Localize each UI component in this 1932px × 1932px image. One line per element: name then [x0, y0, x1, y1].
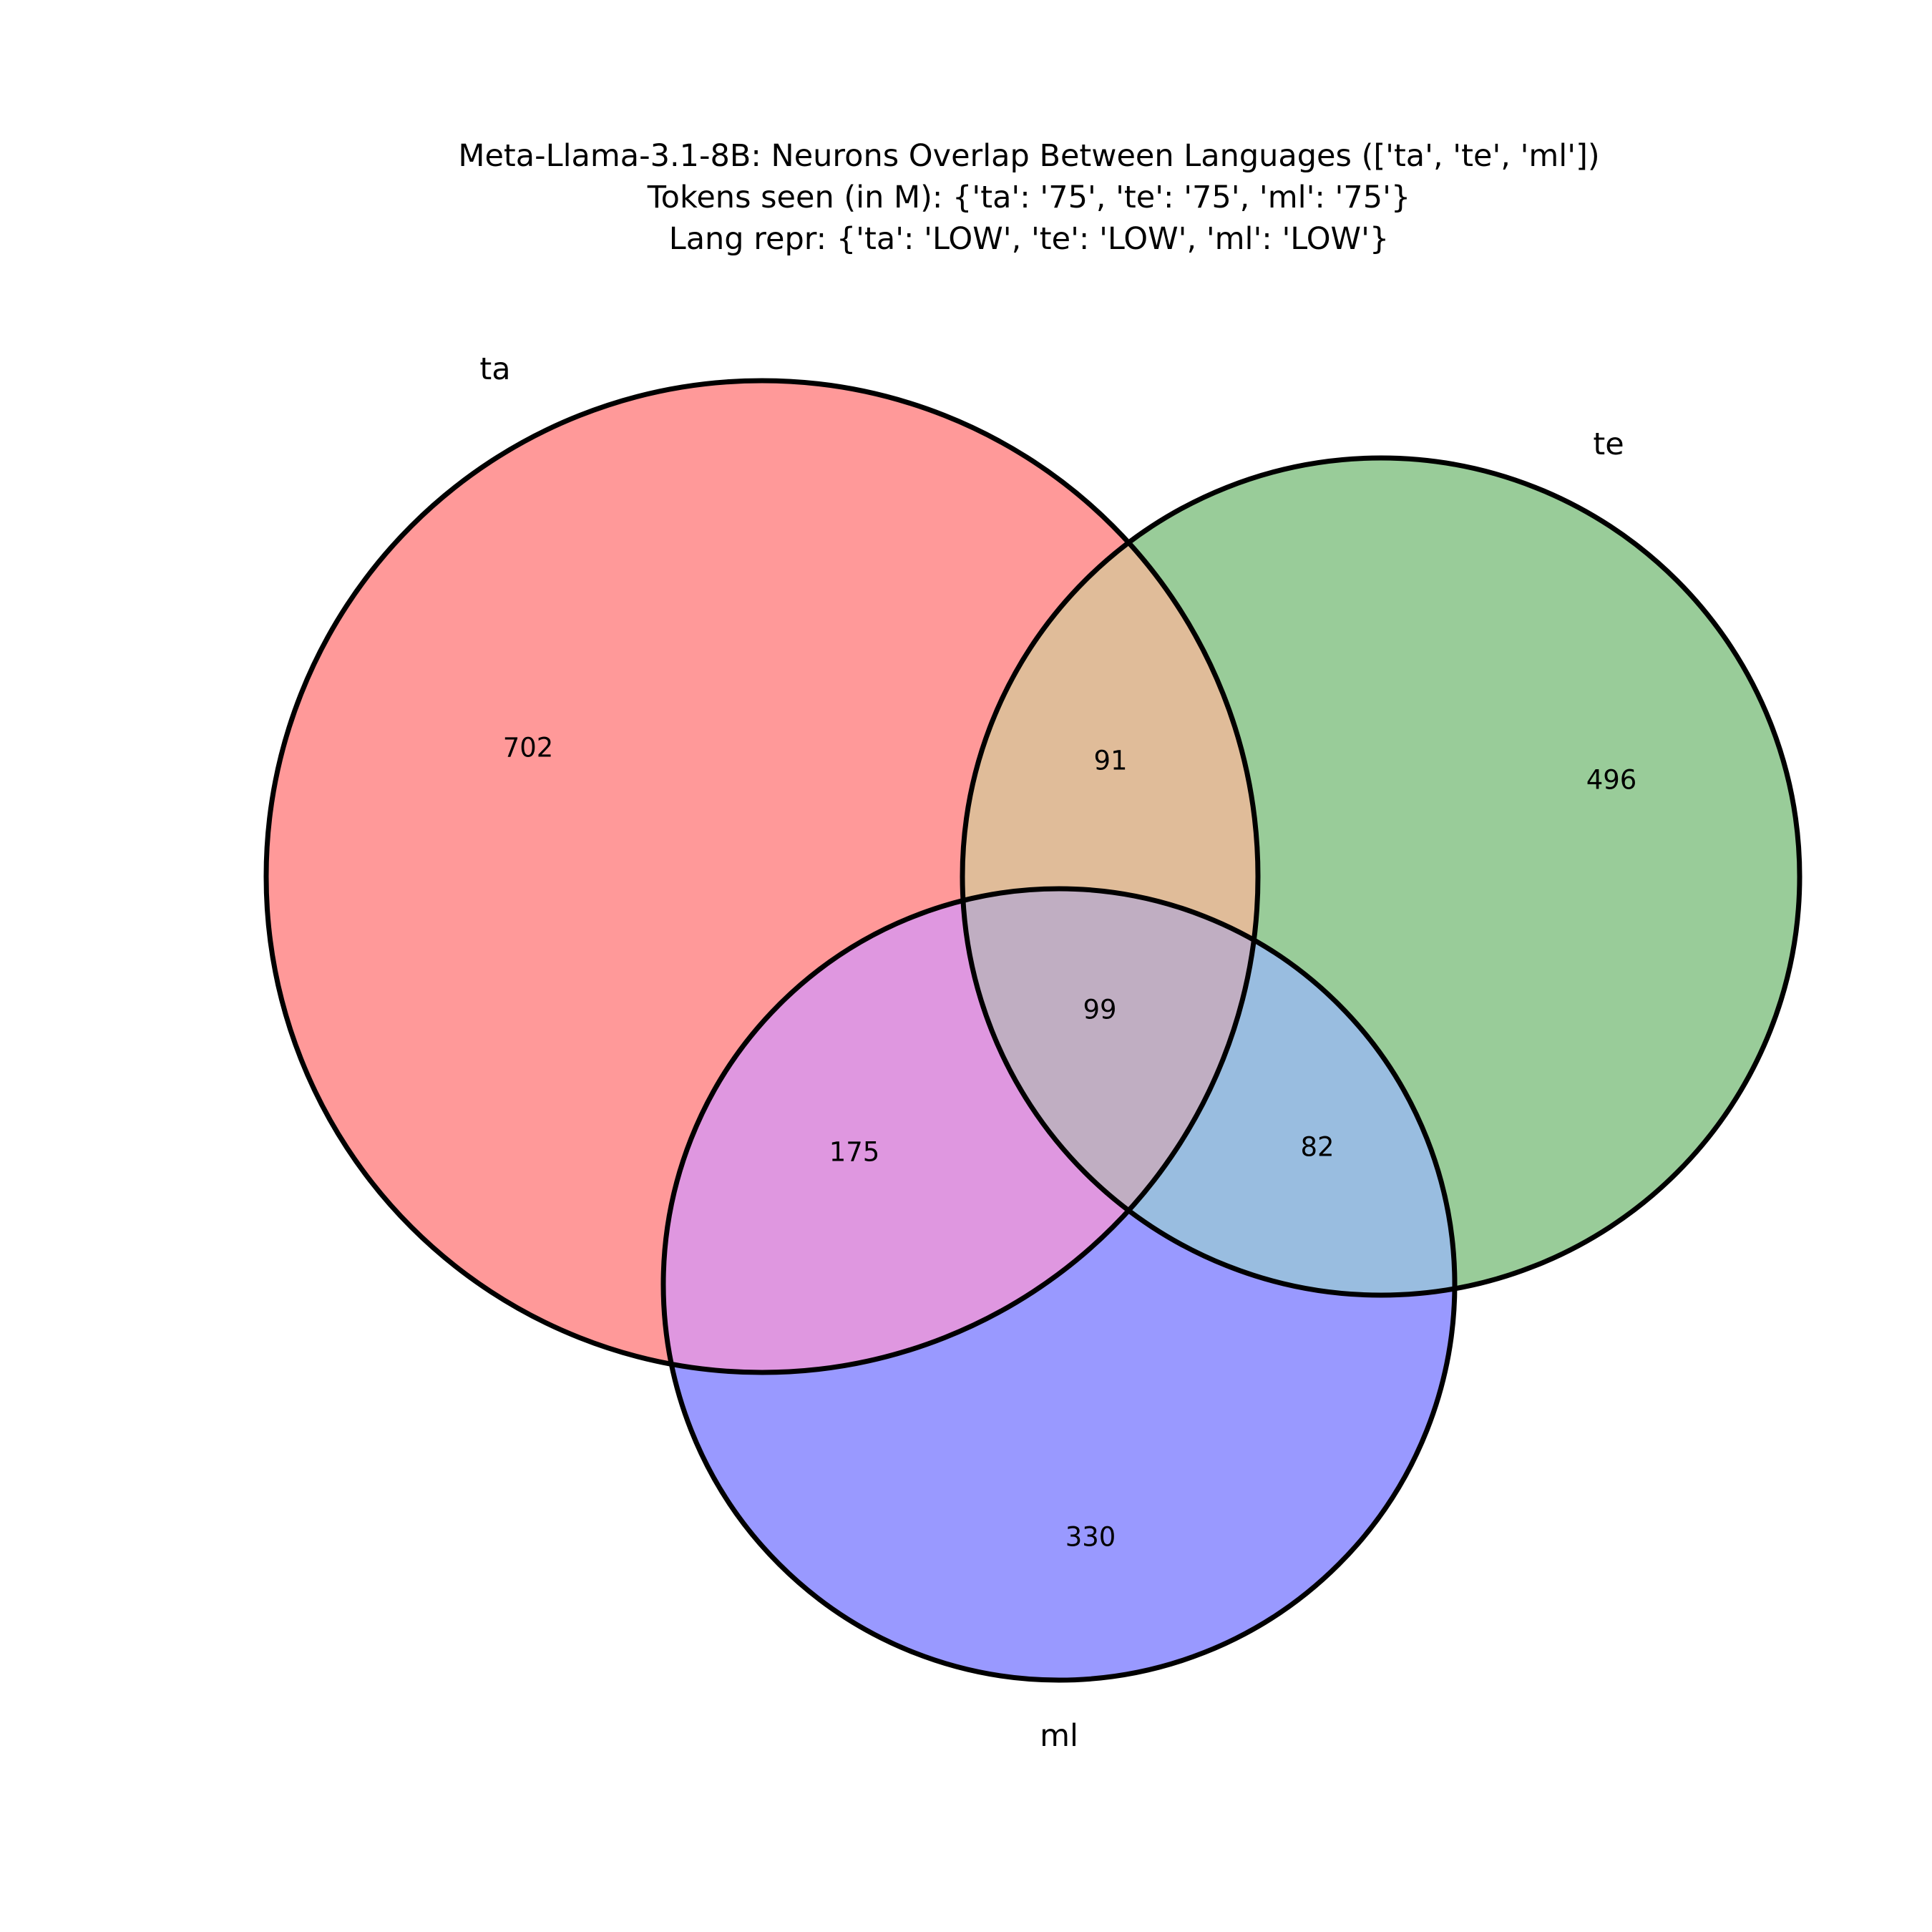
set-label-te: te: [1593, 426, 1624, 462]
region-count-te-ml: 82: [1300, 1132, 1334, 1163]
ta-circle-outline: [263, 378, 1261, 1375]
set-label-ml: ml: [1040, 1718, 1078, 1754]
set-label-ta: ta: [479, 351, 510, 387]
region-count-ta-te-ml: 99: [1083, 995, 1116, 1025]
chart-title-line-3: Lang repr: {'ta': 'LOW', 'te': 'LOW', 'm…: [669, 221, 1390, 257]
chart-title-line-1: Meta-Llama-3.1-8B: Neurons Overlap Betwe…: [458, 138, 1599, 174]
te-circle-outline: [960, 455, 1802, 1298]
chart-title-line-2: Tokens seen (in M): {'ta': '75', 'te': '…: [647, 180, 1411, 215]
region-count-ta-te: 91: [1093, 746, 1127, 776]
region-count-ta-ml: 175: [829, 1137, 880, 1168]
ml-circle-outline: [660, 886, 1458, 1683]
region-count-ta-only: 702: [503, 733, 554, 763]
region-count-ml-only: 330: [1065, 1522, 1116, 1553]
region-count-te-only: 496: [1586, 765, 1637, 796]
